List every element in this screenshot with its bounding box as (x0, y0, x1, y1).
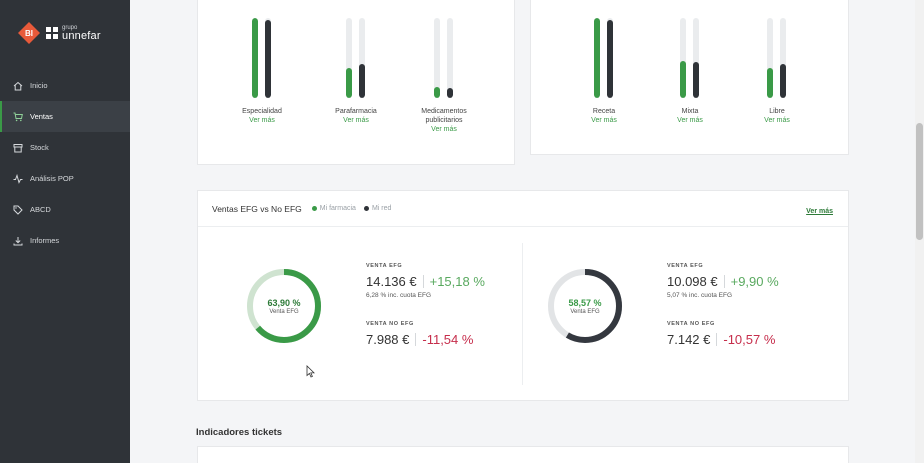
bar-group-medicamentos-publicitarios: Medicamentos publicitarios Ver más (406, 18, 482, 133)
donut-ring (247, 269, 321, 343)
bar-mi-red (265, 20, 271, 98)
bar-mi-farmacia (434, 86, 440, 98)
bar-mi-farmacia (346, 67, 352, 98)
bar-label: Libre (769, 108, 785, 115)
sidebar-item-abcd[interactable]: ABCD (0, 194, 130, 225)
tag-icon (12, 204, 24, 216)
ver-mas-link[interactable]: Ver más (764, 117, 790, 125)
metrics-mi-red: VENTA EFG 10.098 € +9,90 % 5,07 % inc. c… (667, 263, 779, 347)
bar-label: Receta (592, 108, 616, 115)
metric-label-venta-no-efg: VENTA NO EFG (366, 321, 414, 327)
sidebar-item-label: Inicio (30, 81, 48, 90)
metric-value-venta-efg: 14.136 € (366, 274, 417, 289)
sidebar-item-label: Análisis POP (30, 174, 74, 183)
scrollbar[interactable] (915, 0, 924, 463)
donut-percentage: 58,57 % (568, 297, 602, 308)
bar-mi-farmacia (594, 18, 600, 98)
metric-value-venta-no-efg: 7.988 € (366, 332, 410, 347)
metric-value-venta-no-efg: 7.142 € (667, 332, 711, 347)
sidebar-item-label: Ventas (30, 112, 53, 121)
donut-label: Venta EFG (570, 308, 600, 315)
bar-group-parafarmacia: Parafarmacia Ver más (326, 18, 386, 124)
legend: Mi farmacia Mi red (311, 205, 400, 212)
bar-mi-red (693, 62, 699, 98)
metric-change-venta-efg: +9,90 % (730, 274, 779, 289)
donut-chart-mi-farmacia: 63,90 % Venta EFG (246, 268, 322, 344)
indicadores-tickets-card (197, 446, 849, 463)
download-icon (12, 235, 24, 247)
bi-badge: BI (18, 22, 40, 44)
bar-group-especialidad: Especialidad Ver más (232, 18, 292, 124)
legend-dot-icon (311, 206, 317, 211)
efg-card-header: Ventas EFG vs No EFG Mi farmacia Mi red … (198, 191, 848, 227)
brand-logo[interactable]: BI grupo unnefar (18, 22, 101, 44)
metric-change-venta-efg: +15,18 % (429, 274, 485, 289)
efg-sales-card: Ventas EFG vs No EFG Mi farmacia Mi red … (197, 190, 849, 401)
category-bars-card: Especialidad Ver más Parafarmacia Ver má… (197, 0, 515, 165)
legend-item-mi-red: Mi red (363, 205, 392, 212)
bar-mi-farmacia (680, 61, 686, 98)
ver-mas-link[interactable]: Ver más (431, 126, 457, 134)
bar-mi-red (780, 63, 786, 98)
scrollbar-thumb[interactable] (916, 123, 923, 240)
bar-mi-farmacia (767, 67, 773, 98)
efg-ver-mas-link[interactable]: Ver más (806, 208, 833, 215)
sidebar: BI grupo unnefar Inicio Ventas Stock Aná… (0, 0, 130, 463)
metric-label-venta-efg: VENTA EFG (667, 263, 704, 269)
bar-mi-red (607, 19, 613, 98)
sidebar-item-label: ABCD (30, 205, 51, 214)
sidebar-item-label: Informes (30, 236, 60, 245)
metric-change-venta-no-efg: -10,57 % (723, 332, 776, 347)
unnefar-mark-icon (46, 27, 58, 39)
ver-mas-link[interactable]: Ver más (591, 117, 617, 125)
bar-mi-farmacia (252, 18, 258, 98)
pulse-icon (12, 173, 24, 185)
legend-label: Mi red (371, 205, 392, 212)
box-icon (12, 142, 24, 154)
efg-card-title: Ventas EFG vs No EFG (212, 203, 302, 214)
sidebar-nav: Inicio Ventas Stock Análisis POP ABCD In… (0, 70, 130, 256)
donut-chart-mi-red: 58,57 % Venta EFG (547, 268, 623, 344)
donut-label: Venta EFG (269, 308, 299, 315)
sidebar-item-informes[interactable]: Informes (0, 225, 130, 256)
metric-label-venta-efg: VENTA EFG (366, 263, 403, 269)
ver-mas-link[interactable]: Ver más (249, 117, 275, 125)
prescription-bars-card: Receta Ver más Mixta Ver más Libre Ver m… (530, 0, 849, 155)
legend-item-mi-farmacia: Mi farmacia (311, 205, 356, 212)
metric-value-venta-efg: 10.098 € (667, 274, 718, 289)
sidebar-item-analisis-pop[interactable]: Análisis POP (0, 163, 130, 194)
bar-label: Mixta (681, 108, 699, 115)
section-title-indicadores-tickets: Indicadores tickets (196, 427, 283, 438)
donut-ring (548, 269, 622, 343)
ver-mas-link[interactable]: Ver más (677, 117, 703, 125)
cart-icon (12, 111, 24, 123)
bar-mi-red (359, 64, 365, 98)
metric-change-venta-no-efg: -11,54 % (422, 332, 474, 347)
bar-group-libre: Libre Ver más (747, 18, 807, 124)
metric-note-cuota: 6,28 % inc. cuota EFG (366, 292, 432, 299)
sidebar-item-stock[interactable]: Stock (0, 132, 130, 163)
bar-group-mixta: Mixta Ver más (660, 18, 720, 124)
bar-label: Parafarmacia (335, 108, 377, 115)
home-icon (12, 80, 24, 92)
mouse-cursor-icon (306, 365, 315, 378)
bar-label: Especialidad (242, 108, 282, 115)
brand-name: unnefar (62, 29, 101, 42)
bar-mi-red (447, 87, 453, 98)
brand-small-text: grupo (62, 24, 78, 31)
panel-divider (522, 243, 523, 385)
bar-group-receta: Receta Ver más (574, 18, 634, 124)
legend-dot-icon (363, 206, 369, 211)
bar-label: Medicamentos publicitarios (421, 108, 467, 125)
metric-note-cuota: 5,07 % inc. cuota EFG (667, 292, 733, 299)
legend-label: Mi farmacia (319, 205, 356, 212)
sidebar-item-label: Stock (30, 143, 49, 152)
metric-label-venta-no-efg: VENTA NO EFG (667, 321, 715, 327)
metrics-mi-farmacia: VENTA EFG 14.136 € +15,18 % 6,28 % inc. … (366, 263, 485, 347)
donut-percentage: 63,90 % (267, 297, 301, 308)
sidebar-item-ventas[interactable]: Ventas (0, 101, 130, 132)
ver-mas-link[interactable]: Ver más (343, 117, 369, 125)
sidebar-item-inicio[interactable]: Inicio (0, 70, 130, 101)
